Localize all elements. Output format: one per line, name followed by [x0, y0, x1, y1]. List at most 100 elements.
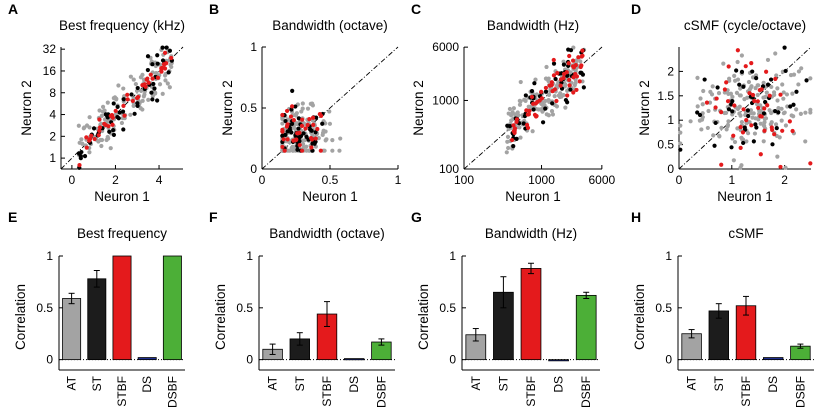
- point-at: [732, 139, 738, 145]
- point-stbf: [719, 110, 724, 115]
- error-bar-at: [269, 343, 276, 355]
- panel-label-f: F: [209, 209, 218, 225]
- x-tick-label: AT: [685, 375, 699, 390]
- bar-stbf: [520, 268, 542, 361]
- point-at: [699, 127, 704, 132]
- panel-title: cSMF: [728, 226, 763, 241]
- point-st: [150, 62, 155, 67]
- point-st: [782, 45, 787, 50]
- point-stbf: [280, 112, 285, 118]
- point-at: [695, 75, 700, 80]
- point-stbf: [741, 107, 746, 112]
- x-tick-label: 6000: [588, 173, 615, 187]
- point-at: [775, 98, 780, 103]
- y-tick-label: 1: [449, 249, 456, 263]
- point-stbf: [539, 89, 544, 95]
- point-stbf: [778, 92, 783, 97]
- point-at: [762, 120, 767, 125]
- point-stbf: [724, 80, 729, 85]
- point-st: [741, 84, 746, 89]
- point-stbf: [300, 117, 305, 122]
- error-bar-st: [500, 276, 507, 309]
- x-tick-label: 1: [728, 173, 735, 187]
- point-at: [753, 116, 758, 121]
- point-stbf: [755, 99, 760, 104]
- point-at: [779, 118, 784, 123]
- point-at: [82, 125, 87, 130]
- point-st: [734, 68, 739, 73]
- point-at: [781, 96, 786, 101]
- point-st: [320, 121, 325, 126]
- point-at: [310, 103, 316, 108]
- point-at: [678, 141, 683, 146]
- point-stbf: [97, 117, 102, 122]
- point-stbf: [770, 127, 775, 133]
- point-stbf: [511, 123, 516, 128]
- point-at: [803, 110, 808, 115]
- bar-ds: [137, 357, 157, 361]
- point-st: [135, 101, 140, 106]
- point-at: [133, 81, 138, 87]
- point-at: [711, 133, 716, 138]
- point-stbf: [772, 132, 777, 137]
- point-st: [514, 136, 519, 141]
- point-at: [725, 122, 731, 128]
- point-stbf: [309, 137, 315, 142]
- point-st: [581, 85, 586, 90]
- x-axis-label: Neuron 1: [94, 189, 150, 204]
- point-st: [290, 88, 295, 93]
- point-stbf: [714, 96, 719, 101]
- point-at: [769, 120, 774, 125]
- panel-a: A Best frequency (kHz) 0 2 4 1 2 4 8 16 32 Neuron 1…: [8, 1, 185, 204]
- point-at: [300, 106, 305, 111]
- point-stbf: [790, 128, 795, 134]
- x-tick-label: 1000: [528, 173, 555, 187]
- point-at: [116, 83, 121, 88]
- point-at: [678, 130, 683, 135]
- point-at: [310, 132, 315, 138]
- point-stbf: [130, 98, 135, 104]
- point-at: [565, 88, 570, 93]
- point-at: [509, 113, 514, 118]
- point-stbf: [297, 142, 302, 148]
- point-at: [744, 139, 749, 144]
- point-stbf: [121, 103, 126, 108]
- point-at: [734, 90, 740, 95]
- point-stbf: [280, 127, 285, 132]
- point-stbf: [146, 80, 151, 85]
- x-tick-label: 1: [395, 173, 402, 187]
- point-stbf: [102, 121, 107, 126]
- point-st: [774, 126, 779, 131]
- point-at: [678, 123, 683, 128]
- point-stbf: [726, 64, 731, 69]
- x-tick-label: 4: [156, 173, 163, 187]
- point-at: [154, 71, 159, 76]
- point-stbf: [767, 93, 772, 98]
- point-st: [283, 118, 288, 124]
- point-at: [140, 98, 145, 103]
- point-stbf: [524, 108, 529, 113]
- point-stbf: [299, 123, 305, 128]
- point-st: [289, 130, 294, 135]
- point-stbf: [567, 53, 572, 59]
- y-axis-label: Correlation: [13, 284, 28, 350]
- point-stbf: [722, 87, 728, 92]
- y-tick-label: 6000: [432, 40, 459, 54]
- point-at: [783, 165, 788, 170]
- point-at: [785, 104, 790, 109]
- point-stbf: [300, 148, 305, 153]
- point-st: [155, 98, 160, 103]
- y-tick-label: 0: [246, 353, 253, 367]
- point-at: [777, 135, 782, 140]
- point-at: [517, 102, 523, 107]
- x-tick-label: DS: [347, 376, 361, 393]
- point-at: [705, 125, 710, 131]
- point-st: [314, 115, 319, 120]
- point-at: [744, 121, 749, 126]
- x-tick-label: ST: [90, 375, 104, 391]
- point-st: [551, 61, 557, 66]
- point-stbf: [765, 103, 770, 108]
- point-stbf: [764, 69, 769, 74]
- point-stbf: [762, 106, 767, 111]
